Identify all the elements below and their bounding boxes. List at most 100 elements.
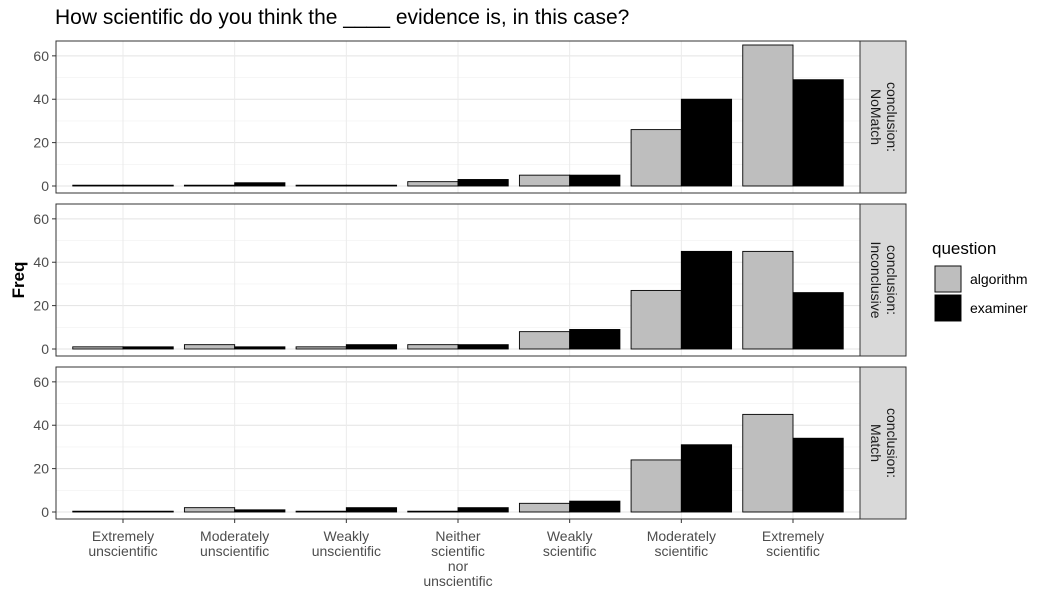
bar-examiner-2 bbox=[234, 509, 286, 513]
bar-examiner-1 bbox=[122, 346, 174, 350]
bar-examiner-6 bbox=[680, 98, 733, 187]
facet-strip-label: conclusion:NoMatch bbox=[868, 82, 900, 152]
y-tick-label: 60 bbox=[33, 48, 49, 64]
bar-algorithm-5 bbox=[518, 331, 571, 350]
x-tick-label-7: Extremely scientific bbox=[762, 528, 824, 559]
strip-label-line: NoMatch bbox=[868, 89, 884, 145]
bar-examiner-3 bbox=[345, 507, 398, 513]
bar-examiner-7 bbox=[792, 292, 844, 350]
y-tick-label: 60 bbox=[33, 211, 49, 227]
bar-algorithm-7 bbox=[742, 44, 794, 187]
facet-panel-3: 0 20 40 60 conclusion:Match bbox=[33, 366, 907, 520]
x-tick-label-line: Weakly bbox=[547, 528, 593, 544]
bar-examiner-4 bbox=[457, 179, 509, 187]
bar-algorithm-4 bbox=[407, 344, 459, 350]
x-tick-label-line: scientific bbox=[431, 543, 485, 559]
bar-algorithm-4 bbox=[407, 510, 459, 513]
x-tick-label-line: scientific bbox=[766, 543, 820, 559]
y-tick-label: 0 bbox=[41, 341, 49, 357]
x-tick-label-line: Neither bbox=[435, 528, 480, 544]
y-tick-label: 20 bbox=[33, 135, 49, 151]
facet-panel-2: 0 20 40 60 conclusion:Inconclusive bbox=[33, 203, 907, 357]
bar-algorithm-3 bbox=[295, 510, 347, 513]
bar-algorithm-4 bbox=[407, 181, 459, 187]
x-tick-label-line: scientific bbox=[543, 543, 597, 559]
legend-label-algorithm: algorithm bbox=[970, 271, 1028, 287]
bar-algorithm-5 bbox=[518, 174, 571, 187]
facet-strip bbox=[859, 40, 907, 194]
legend-swatch-examiner bbox=[934, 294, 962, 322]
y-tick-label: 40 bbox=[33, 91, 49, 107]
bar-examiner-5 bbox=[569, 174, 621, 187]
strip-label-line: conclusion: bbox=[884, 82, 900, 152]
x-tick-label-2: Moderately unscientific bbox=[200, 528, 269, 559]
legend-title: question bbox=[932, 239, 996, 258]
bar-algorithm-7 bbox=[742, 413, 794, 513]
x-tick-label-line: unscientific bbox=[423, 573, 492, 589]
bar-examiner-3 bbox=[345, 344, 398, 350]
x-tick-label-line: Extremely bbox=[92, 528, 154, 544]
x-tick-label-1: Extremely unscientific bbox=[88, 528, 157, 559]
bar-algorithm-6 bbox=[630, 129, 682, 187]
y-tick-label: 0 bbox=[41, 178, 49, 194]
bar-examiner-3 bbox=[345, 184, 398, 187]
bar-examiner-4 bbox=[457, 507, 509, 513]
x-tick-label-line: Weakly bbox=[324, 528, 370, 544]
x-tick-label-6: Moderately scientific bbox=[647, 528, 716, 559]
x-tick-label-line: unscientific bbox=[88, 543, 157, 559]
bar-examiner-1 bbox=[122, 510, 174, 513]
x-tick-label-line: scientific bbox=[654, 543, 708, 559]
bar-examiner-7 bbox=[792, 79, 844, 187]
bar-algorithm-2 bbox=[183, 344, 236, 350]
y-tick-label: 40 bbox=[33, 254, 49, 270]
bar-algorithm-1 bbox=[72, 184, 124, 187]
bar-algorithm-2 bbox=[183, 184, 236, 187]
bar-examiner-6 bbox=[680, 250, 733, 350]
legend-swatch-algorithm bbox=[934, 265, 962, 293]
facet-strip-label: conclusion:Inconclusive bbox=[868, 241, 900, 318]
x-tick-label-line: unscientific bbox=[200, 543, 269, 559]
facet-strip bbox=[859, 203, 907, 357]
y-axis-title: Freq bbox=[9, 262, 28, 299]
y-tick-label: 20 bbox=[33, 461, 49, 477]
x-tick-label-3: Weakly unscientific bbox=[312, 528, 381, 559]
bar-examiner-4 bbox=[457, 344, 509, 350]
facet-strip-label: conclusion:Match bbox=[868, 408, 900, 478]
bar-examiner-5 bbox=[569, 500, 621, 513]
bar-algorithm-1 bbox=[72, 510, 124, 513]
bar-algorithm-2 bbox=[183, 507, 236, 513]
legend: question algorithm examiner bbox=[932, 239, 1028, 322]
bar-algorithm-5 bbox=[518, 502, 571, 513]
bar-algorithm-6 bbox=[630, 459, 682, 513]
x-tick-label-4: Neither scientific nor unscientific bbox=[423, 528, 492, 589]
facet-strip bbox=[859, 366, 907, 520]
y-tick-label: 20 bbox=[33, 298, 49, 314]
x-tick-label-line: unscientific bbox=[312, 543, 381, 559]
bar-examiner-2 bbox=[234, 182, 286, 187]
bar-examiner-1 bbox=[122, 184, 174, 187]
bar-examiner-6 bbox=[680, 444, 733, 513]
y-tick-label: 40 bbox=[33, 417, 49, 433]
bar-algorithm-3 bbox=[295, 184, 347, 187]
facet-panel-1: 0 20 40 60 conclusion:NoMatch bbox=[33, 40, 907, 194]
bar-examiner-7 bbox=[792, 437, 844, 513]
x-tick-label-line: Moderately bbox=[200, 528, 269, 544]
legend-label-examiner: examiner bbox=[970, 300, 1028, 316]
strip-label-line: conclusion: bbox=[884, 245, 900, 315]
x-tick-label-line: Moderately bbox=[647, 528, 716, 544]
bar-algorithm-3 bbox=[295, 346, 347, 350]
bar-examiner-5 bbox=[569, 329, 621, 350]
y-tick-label: 0 bbox=[41, 504, 49, 520]
bar-algorithm-7 bbox=[742, 250, 794, 350]
bar-algorithm-6 bbox=[630, 289, 682, 350]
strip-label-line: Inconclusive bbox=[868, 241, 884, 318]
x-tick-label-line: nor bbox=[448, 558, 469, 574]
strip-label-line: conclusion: bbox=[884, 408, 900, 478]
x-tick-label-5: Weakly scientific bbox=[543, 528, 597, 559]
strip-label-line: Match bbox=[868, 424, 884, 462]
bar-examiner-2 bbox=[234, 346, 286, 350]
bar-algorithm-1 bbox=[72, 346, 124, 350]
y-tick-label: 60 bbox=[33, 374, 49, 390]
